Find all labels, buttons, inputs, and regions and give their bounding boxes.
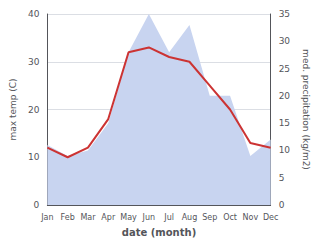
svg-text:date (month): date (month): [122, 227, 196, 238]
svg-text:25: 25: [279, 64, 290, 74]
svg-text:Jul: Jul: [163, 213, 174, 222]
svg-text:30: 30: [279, 36, 291, 46]
svg-text:med. precipitation (kg/m2): med. precipitation (kg/m2): [301, 49, 311, 170]
svg-text:May: May: [120, 213, 137, 222]
svg-text:Apr: Apr: [101, 213, 116, 222]
svg-text:Nov: Nov: [243, 213, 259, 222]
svg-text:10: 10: [279, 145, 291, 155]
svg-text:0: 0: [279, 200, 285, 210]
svg-text:20: 20: [279, 91, 291, 101]
svg-text:Feb: Feb: [61, 213, 75, 222]
svg-text:40: 40: [28, 9, 40, 19]
svg-text:Oct: Oct: [223, 213, 237, 222]
svg-text:10: 10: [28, 152, 40, 162]
svg-text:Dec: Dec: [263, 213, 278, 222]
svg-text:35: 35: [279, 9, 290, 19]
svg-text:Jun: Jun: [142, 213, 156, 222]
svg-text:Aug: Aug: [182, 213, 198, 222]
svg-text:0: 0: [34, 200, 40, 210]
svg-text:15: 15: [279, 118, 290, 128]
svg-text:max temp (C): max temp (C): [8, 78, 18, 140]
svg-text:20: 20: [28, 105, 40, 115]
svg-text:Mar: Mar: [80, 213, 96, 222]
svg-text:Jan: Jan: [40, 213, 53, 222]
svg-text:30: 30: [28, 57, 40, 67]
svg-text:Sep: Sep: [202, 213, 217, 222]
svg-text:5: 5: [279, 173, 285, 183]
